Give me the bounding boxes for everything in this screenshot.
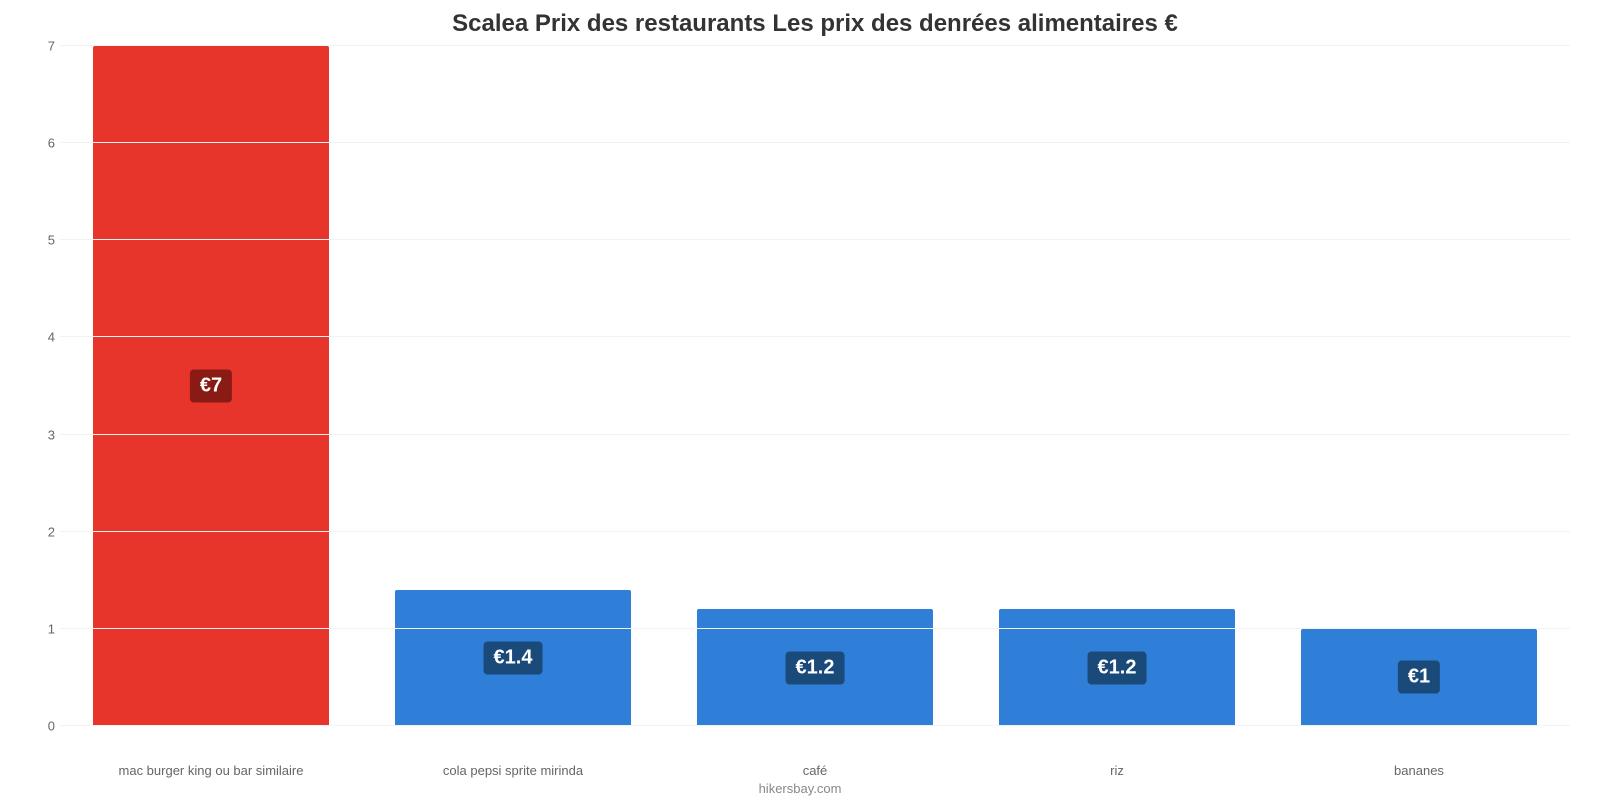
y-tick-label: 6 xyxy=(15,136,55,151)
grid-line xyxy=(60,434,1570,435)
bar-slot: €1.2 xyxy=(664,46,966,726)
y-tick-label: 2 xyxy=(15,524,55,539)
x-axis-labels: mac burger king ou bar similairecola pep… xyxy=(60,757,1570,778)
y-tick-label: 1 xyxy=(15,621,55,636)
bar-value-label: €1.2 xyxy=(1088,651,1147,684)
x-tick-label: cola pepsi sprite mirinda xyxy=(362,757,664,778)
grid-line xyxy=(60,628,1570,629)
chart-title: Scalea Prix des restaurants Les prix des… xyxy=(60,10,1570,38)
grid-line xyxy=(60,142,1570,143)
bars-container: €7 €1.4 €1.2 €1.2 €1 xyxy=(60,46,1570,726)
grid-line xyxy=(60,239,1570,240)
x-tick-label: mac burger king ou bar similaire xyxy=(60,757,362,778)
grid-line xyxy=(60,531,1570,532)
price-chart: Scalea Prix des restaurants Les prix des… xyxy=(0,0,1600,800)
y-tick-label: 0 xyxy=(15,719,55,734)
y-axis: 01234567 xyxy=(15,46,55,726)
grid-line xyxy=(60,45,1570,46)
plot-area: 01234567 €7€1.4€1.2€1.2€1 xyxy=(60,46,1570,726)
bar-slot: €1 xyxy=(1268,46,1570,726)
grid-line xyxy=(60,725,1570,726)
bar: €1 xyxy=(1301,629,1537,726)
x-tick-label: café xyxy=(664,757,966,778)
y-tick-label: 4 xyxy=(15,330,55,345)
chart-credit: hikersbay.com xyxy=(0,781,1600,796)
bar-value-label: €1.4 xyxy=(484,642,543,675)
bar-value-label: €1 xyxy=(1398,661,1440,694)
bar-slot: €1.4 xyxy=(362,46,664,726)
y-tick-label: 7 xyxy=(15,39,55,54)
bar-value-label: €1.2 xyxy=(786,651,845,684)
bar-value-label: €7 xyxy=(190,370,232,403)
x-tick-label: riz xyxy=(966,757,1268,778)
y-tick-label: 5 xyxy=(15,233,55,248)
bar-slot: €1.2 xyxy=(966,46,1268,726)
bar: €7 xyxy=(93,46,329,726)
bar: €1.4 xyxy=(395,590,631,726)
y-tick-label: 3 xyxy=(15,427,55,442)
x-tick-label: bananes xyxy=(1268,757,1570,778)
bar-slot: €7 xyxy=(60,46,362,726)
grid-line xyxy=(60,336,1570,337)
